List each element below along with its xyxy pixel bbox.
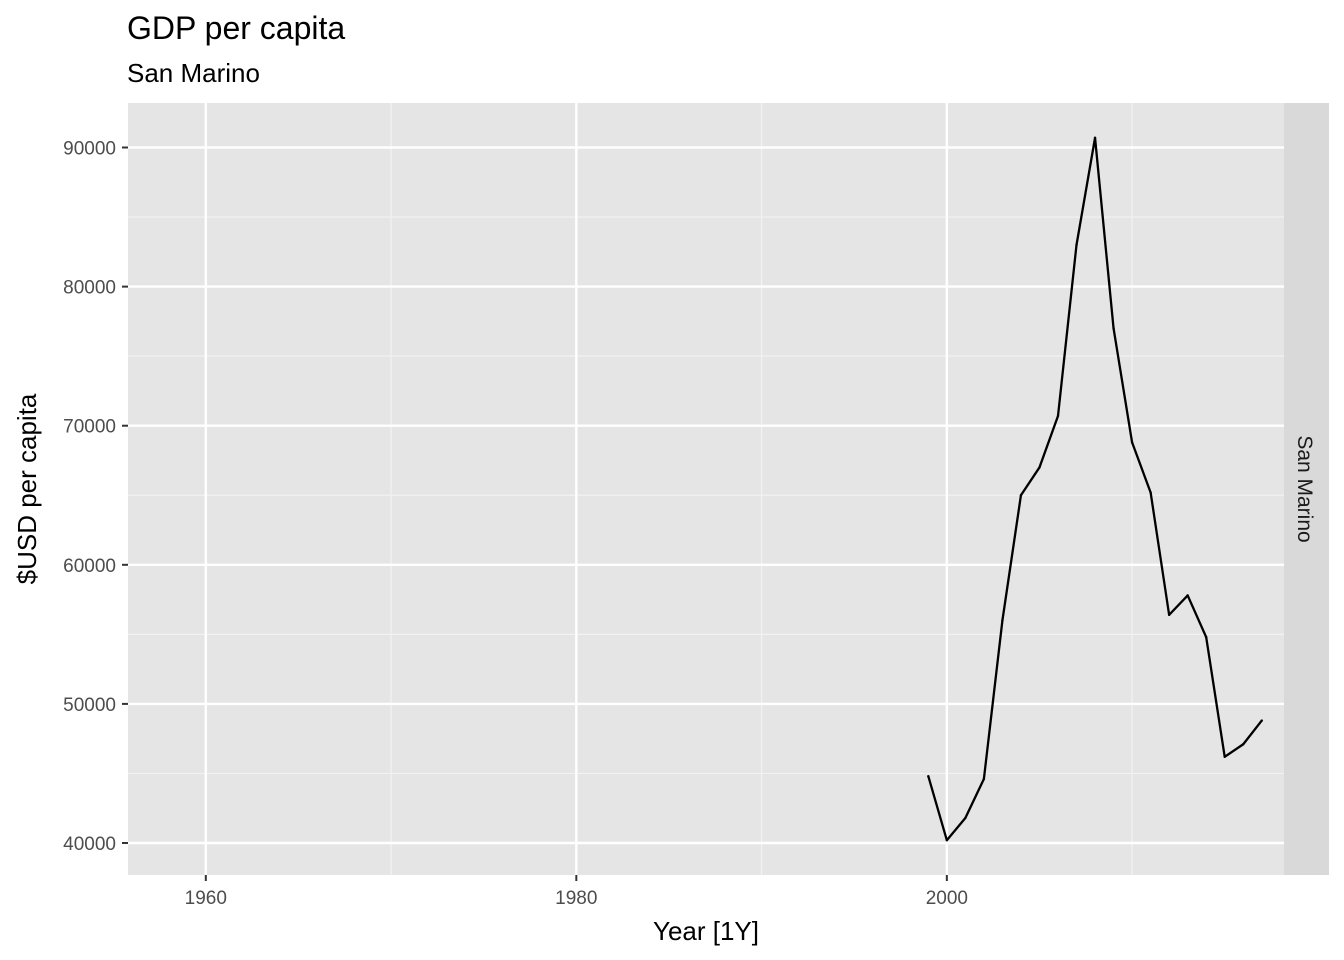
- data-point: [1223, 755, 1226, 758]
- y-axis: 40000 50000 60000 70000 80000 90000: [63, 139, 128, 855]
- x-tick-label: 1960: [185, 888, 227, 909]
- series-layer: [927, 136, 1263, 842]
- data-point: [1001, 619, 1004, 622]
- data-point: [1038, 466, 1041, 469]
- data-point: [1204, 635, 1208, 639]
- data-point: [1093, 136, 1097, 139]
- x-tick-label: 1980: [555, 888, 597, 909]
- x-tick-label: 2000: [926, 888, 968, 909]
- minor-gridlines: [128, 103, 1284, 875]
- data-point: [964, 816, 967, 820]
- data-point: [1075, 243, 1078, 247]
- data-point: [1130, 441, 1134, 444]
- y-axis-title: $USD per capita: [12, 393, 42, 584]
- chart-subtitle: San Marino: [127, 58, 260, 88]
- data-point: [1167, 613, 1171, 617]
- facet-strip: [1284, 103, 1329, 875]
- data-point: [1260, 719, 1263, 722]
- chart-title: GDP per capita: [127, 10, 345, 46]
- y-tick-label: 50000: [63, 695, 116, 716]
- y-tick-label: 60000: [63, 556, 116, 577]
- data-point: [1242, 743, 1245, 746]
- major-gridlines: [128, 103, 1284, 875]
- data-point: [982, 777, 986, 781]
- data-point: [1112, 327, 1115, 330]
- data-point: [1186, 594, 1189, 597]
- data-point: [1149, 491, 1152, 494]
- data-point: [1019, 494, 1023, 497]
- plot-panel: [128, 103, 1284, 875]
- facet-strip-label: San Marino: [1293, 435, 1316, 542]
- y-tick-label: 70000: [63, 417, 116, 438]
- data-point: [945, 839, 949, 842]
- data-point: [1056, 414, 1060, 418]
- y-tick-label: 90000: [63, 139, 116, 160]
- x-axis: 1960 1980 2000: [185, 875, 968, 909]
- y-tick-label: 80000: [63, 278, 116, 299]
- data-point: [927, 775, 930, 778]
- x-axis-title: Year [1Y]: [653, 916, 759, 946]
- y-tick-label: 40000: [63, 834, 116, 855]
